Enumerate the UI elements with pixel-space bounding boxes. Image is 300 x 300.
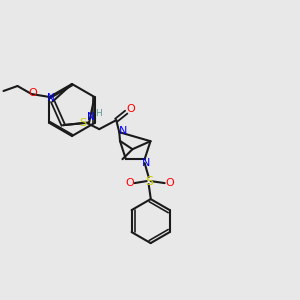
Text: S: S <box>80 118 87 128</box>
Text: N: N <box>119 126 128 136</box>
Text: N: N <box>87 112 95 122</box>
Text: O: O <box>165 178 174 188</box>
Text: S: S <box>145 175 153 188</box>
Text: O: O <box>125 178 134 188</box>
Text: O: O <box>126 104 135 114</box>
Text: O: O <box>28 88 37 98</box>
Text: N: N <box>142 158 150 168</box>
Text: N: N <box>47 93 55 103</box>
Text: H: H <box>95 109 101 118</box>
